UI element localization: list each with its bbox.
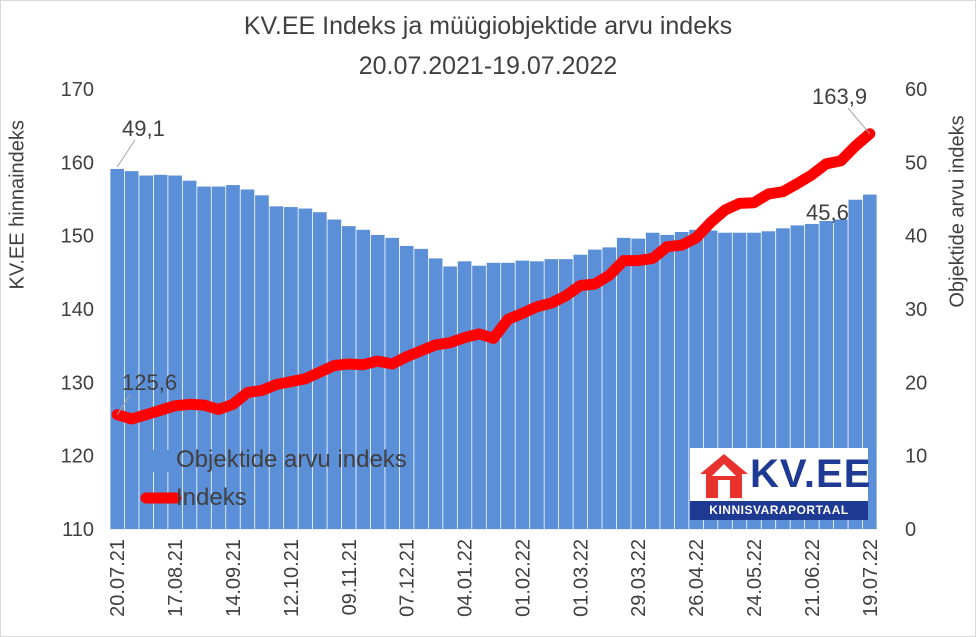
bar [660, 234, 674, 529]
x-tick-label: 20.07.21 [107, 539, 129, 617]
bar [472, 265, 486, 529]
annotation-last-count: 45,6 [806, 200, 849, 225]
left-tick-label: 150 [61, 226, 94, 248]
bar [211, 186, 226, 530]
x-tick-label: 26.04.22 [686, 539, 708, 617]
x-tick-label: 24.05.22 [744, 539, 766, 617]
bar [153, 174, 168, 530]
bar [645, 232, 660, 529]
bar [399, 245, 414, 529]
right-tick-label: 20 [905, 372, 927, 394]
bar [862, 194, 877, 529]
x-tick-label: 01.02.22 [512, 539, 534, 617]
right-tick-label: 50 [905, 152, 927, 174]
bar [182, 180, 197, 529]
bar [414, 248, 428, 529]
bar [226, 185, 240, 530]
annotation-first-count: 49,1 [122, 116, 165, 141]
x-tick-label: 21.06.22 [802, 539, 824, 617]
right-axis-title: Objektide arvu indeks [946, 115, 969, 308]
callout-line-first-index [116, 394, 131, 415]
index-line [111, 128, 876, 425]
bar [544, 259, 559, 529]
right-tick-label: 30 [905, 299, 927, 321]
bar [110, 168, 125, 529]
left-tick-label: 160 [61, 152, 94, 174]
bar [385, 237, 400, 529]
kvee-logo: KV.EE KINNISVARAPORTAAL [690, 448, 872, 520]
annotation-first-index: 125,6 [122, 370, 177, 395]
bar [124, 171, 139, 529]
right-tick-label: 0 [905, 519, 916, 541]
logo-brand: KV.EE [750, 452, 872, 496]
bar [168, 175, 182, 530]
x-tick-label: 14.09.21 [223, 539, 245, 617]
left-tick-label: 170 [61, 79, 94, 101]
bar [370, 234, 385, 529]
chart-title: KV.EE Indeks ja müügiobjektide arvu inde… [243, 12, 733, 40]
bar [443, 266, 457, 529]
callout-line-last-index [847, 107, 871, 135]
right-tick-label: 10 [905, 446, 927, 468]
bar [501, 262, 515, 529]
x-tick-label: 01.03.22 [570, 539, 592, 617]
left-tick-label: 110 [62, 519, 94, 541]
legend-bar-label: Objektide arvu indeks [176, 446, 407, 473]
x-tick-label: 04.01.22 [455, 539, 477, 617]
left-tick-label: 140 [61, 299, 94, 321]
house-logo-icon [700, 454, 748, 498]
bar [139, 175, 154, 530]
bar [457, 261, 472, 529]
left-axis-title: KV.EE hinnaindeks [6, 120, 29, 290]
x-tick-label: 09.11.21 [339, 539, 361, 615]
bar [298, 208, 313, 530]
left-tick-label: 130 [61, 372, 94, 394]
logo-tagline: KINNISVARAPORTAAL [690, 501, 868, 520]
x-tick-label: 12.10.21 [281, 539, 303, 617]
bar [269, 206, 284, 530]
bar [559, 259, 573, 529]
left-tick-label: 120 [61, 446, 94, 468]
legend-line-label: Indeks [176, 484, 247, 511]
bar [530, 261, 544, 529]
bar [602, 247, 617, 529]
bar [515, 260, 530, 529]
bar [356, 229, 371, 530]
callout-line-first-count [116, 139, 136, 168]
x-tick-label: 19.07.22 [860, 539, 882, 617]
bar [240, 189, 255, 529]
bar [674, 232, 689, 529]
bar [573, 254, 588, 529]
x-tick-label: 17.08.21 [165, 539, 187, 617]
x-tick-label: 07.12.21 [397, 539, 419, 617]
bar [616, 237, 631, 529]
bar [341, 226, 356, 529]
bar [284, 207, 298, 530]
right-tick-label: 40 [905, 226, 927, 248]
chart-subtitle: 20.07.2021-19.07.2022 [358, 52, 618, 80]
x-tick-label: 29.03.22 [628, 539, 650, 617]
right-tick-label: 60 [905, 79, 927, 101]
legend-bar-swatch [148, 450, 174, 472]
bar [255, 195, 269, 530]
bar [848, 199, 863, 529]
bar [327, 219, 342, 530]
bar [587, 249, 602, 529]
bar [631, 238, 646, 529]
annotation-last-index: 163,9 [812, 84, 867, 109]
bar [486, 262, 501, 529]
bar [197, 186, 211, 530]
bar [428, 258, 443, 529]
